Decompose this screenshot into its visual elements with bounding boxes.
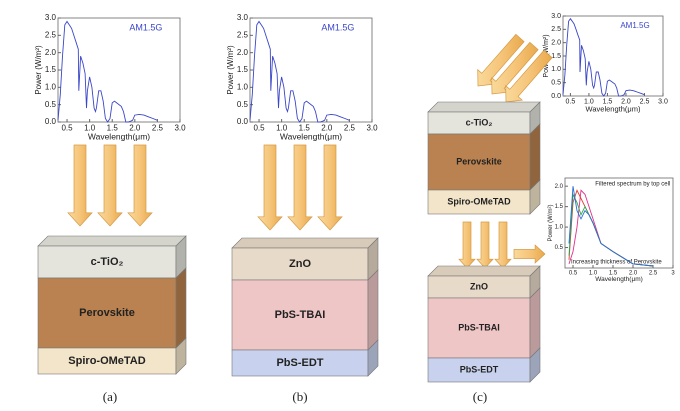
layer-top (428, 102, 540, 112)
arrow (68, 145, 92, 226)
plot-frame (58, 18, 180, 122)
y-tick-label: 0.5 (551, 80, 561, 87)
x-axis-label: Wavelength(μm) (280, 131, 342, 141)
y-tick-label: 2.5 (45, 30, 57, 39)
chart-title: Filtered spectrum by top cell (595, 182, 670, 188)
panel-label: (a) (103, 389, 117, 404)
y-tick-label: 3.0 (551, 13, 561, 20)
chart-title: AM1.5G (620, 21, 649, 30)
y-tick-label: 2.0 (555, 184, 564, 190)
layer-label: c-TiO₂ (91, 256, 124, 268)
y-tick-label: 2.0 (551, 40, 561, 47)
x-tick-label: 3 (671, 270, 675, 276)
layer-label: PbS-EDT (460, 364, 499, 374)
chart-title: AM1.5G (321, 22, 354, 32)
arrow (477, 222, 493, 268)
arrow (128, 145, 152, 226)
y-tick-label: 3.0 (45, 13, 57, 22)
layer-top (232, 238, 378, 248)
layer-label: ZnO (470, 281, 488, 291)
figure: 0.5 1.0 1.5 2.0 2.5 3.0 0.0 0.5 1.0 1.5 2.0 2.5 3.0 W… (0, 0, 680, 411)
x-tick-label: 2.5 (649, 270, 658, 276)
arrow (514, 245, 545, 263)
layer-top (428, 266, 540, 276)
layer-side (176, 268, 186, 348)
x-tick-label: 3.0 (366, 124, 378, 133)
y-tick-label: 0.5 (555, 245, 564, 251)
y-tick-label: 0.0 (237, 117, 249, 126)
x-axis-label: Wavelength(μm) (88, 131, 150, 141)
plot-frame (250, 18, 372, 122)
y-tick-label: 1.0 (555, 225, 564, 231)
layer-label: c-TiO₂ (466, 117, 493, 127)
arrow (98, 145, 122, 226)
annotation: Increasing thickness of Perovskite (571, 260, 662, 266)
x-tick-label: 2.5 (344, 124, 356, 133)
series-line (569, 194, 653, 266)
spectrum-line (58, 22, 157, 123)
y-axis-label: Power (W/m²) (548, 205, 554, 242)
y-tick-label: 2.5 (237, 30, 249, 39)
layer-label: Spiro-OMeTAD (447, 196, 511, 206)
spectrum-line (563, 19, 645, 96)
y-axis-label: Power (W/m²) (34, 45, 43, 95)
layer-side (368, 270, 378, 350)
y-tick-label: 1.5 (45, 65, 57, 74)
x-tick-label: 0.5 (569, 270, 578, 276)
x-tick-label: 0.5 (61, 124, 73, 133)
arrow (258, 145, 282, 230)
y-tick-label: 0.5 (45, 100, 57, 109)
arrow (318, 145, 342, 230)
y-tick-label: 3.0 (237, 13, 249, 22)
layer-label: Spiro-OMeTAD (68, 355, 145, 367)
x-tick-label: 2.5 (640, 98, 650, 105)
x-tick-label: 0.5 (253, 124, 265, 133)
layer-label: PbS-TBAI (275, 309, 326, 321)
arrow (495, 222, 511, 268)
layer-label: Perovskite (79, 307, 135, 319)
layer-label: ZnO (289, 258, 311, 270)
y-tick-label: 2.5 (551, 26, 561, 33)
x-axis-label: Wavelength(μm) (586, 104, 641, 113)
x-tick-label: 3.0 (174, 124, 186, 133)
y-tick-label: 2.0 (45, 48, 57, 57)
x-tick-label: 3.0 (658, 98, 668, 105)
y-tick-label: 1.5 (551, 53, 561, 60)
arrow (288, 145, 312, 230)
x-axis-label: Wavelength(μm) (595, 276, 643, 283)
y-tick-label: 1.0 (551, 66, 561, 73)
x-tick-label: 2.5 (152, 124, 164, 133)
y-tick-label: 2.0 (237, 48, 249, 57)
y-tick-label: 0.5 (237, 100, 249, 109)
x-tick-label: 0.5 (566, 98, 576, 105)
y-tick-label: 0.0 (551, 93, 561, 100)
series-line (569, 190, 653, 266)
layer-label: Perovskite (456, 156, 502, 166)
panel-label: (b) (292, 389, 307, 404)
y-tick-label: 1.0 (45, 82, 57, 91)
y-tick-label: 0.0 (45, 117, 57, 126)
panel-label: (c) (473, 389, 487, 404)
y-tick-label: 1.0 (237, 82, 249, 91)
arrow (459, 222, 475, 268)
layer-label: PbS-TBAI (458, 322, 500, 332)
y-tick-label: 1.5 (555, 204, 564, 210)
y-tick-label: 1.5 (237, 65, 249, 74)
chart-title: AM1.5G (129, 22, 162, 32)
layer-label: PbS-EDT (276, 357, 323, 369)
layer-side (530, 124, 540, 190)
series-line (569, 190, 653, 266)
layer-side (530, 288, 540, 358)
y-axis-label: Power (W/m²) (226, 45, 235, 95)
series-line (569, 186, 653, 266)
spectrum-line (250, 22, 349, 123)
layer-top (38, 236, 186, 246)
